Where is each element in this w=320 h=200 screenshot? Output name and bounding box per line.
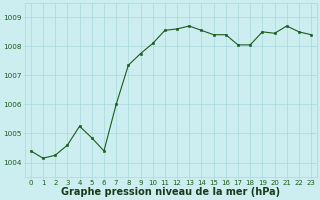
X-axis label: Graphe pression niveau de la mer (hPa): Graphe pression niveau de la mer (hPa): [61, 187, 281, 197]
